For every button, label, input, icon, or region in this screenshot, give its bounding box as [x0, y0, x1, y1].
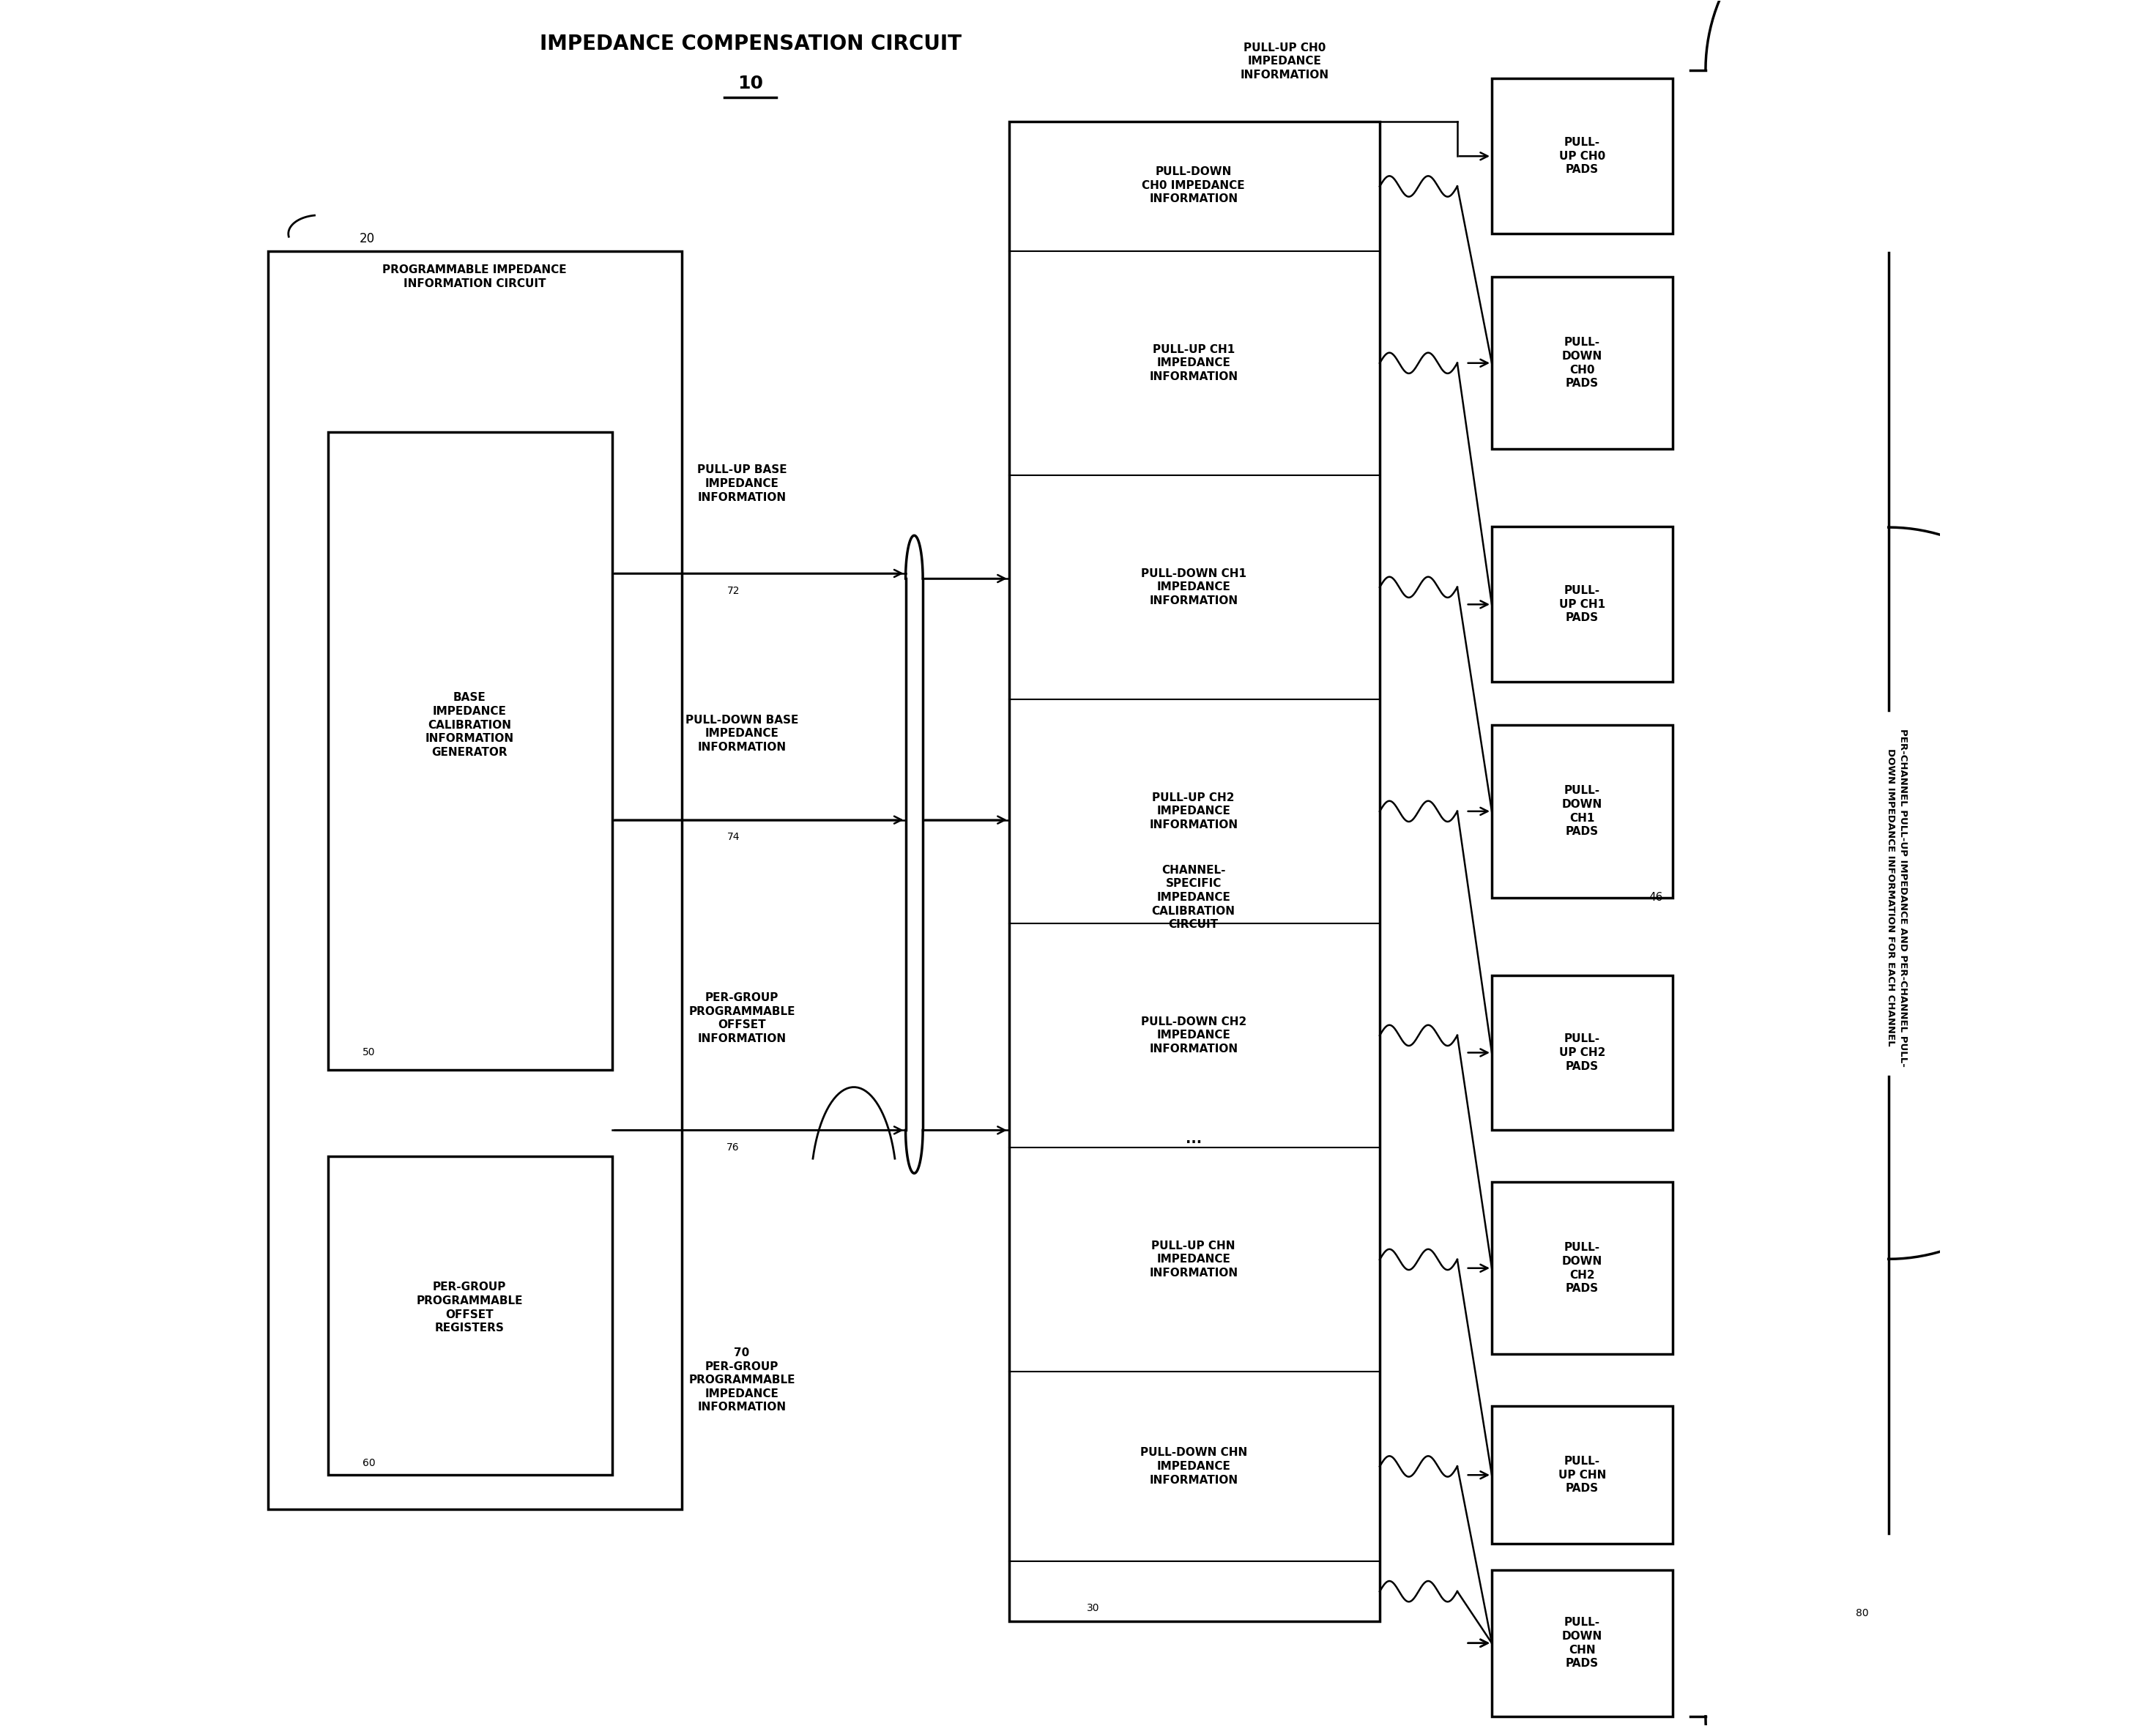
Text: PULL-DOWN CH1
IMPEDANCE
INFORMATION: PULL-DOWN CH1 IMPEDANCE INFORMATION	[1141, 568, 1246, 606]
Text: PULL-
DOWN
CH0
PADS: PULL- DOWN CH0 PADS	[1563, 337, 1602, 388]
Text: PROGRAMMABLE IMPEDANCE
INFORMATION CIRCUIT: PROGRAMMABLE IMPEDANCE INFORMATION CIRCU…	[382, 264, 567, 290]
Text: PULL-UP CH0
IMPEDANCE
INFORMATION: PULL-UP CH0 IMPEDANCE INFORMATION	[1240, 41, 1330, 81]
Text: 46: 46	[1649, 892, 1662, 903]
Bar	[1492, 276, 1673, 449]
Text: PER-GROUP
PROGRAMMABLE
OFFSET
REGISTERS: PER-GROUP PROGRAMMABLE OFFSET REGISTERS	[416, 1282, 522, 1334]
Bar	[1492, 975, 1673, 1131]
Bar	[1492, 526, 1673, 682]
Bar	[1492, 725, 1673, 898]
Bar	[1492, 1571, 1673, 1716]
Text: PER-CHANNEL PULL-UP IMPEDANCE AND PER-CHANNEL PULL-
DOWN IMPEDANCE INFORMATION F: PER-CHANNEL PULL-UP IMPEDANCE AND PER-CH…	[1886, 728, 1908, 1067]
Bar	[328, 1156, 612, 1476]
Text: IMPEDANCE COMPENSATION CIRCUIT: IMPEDANCE COMPENSATION CIRCUIT	[539, 35, 962, 54]
Text: PULL-DOWN CH2
IMPEDANCE
INFORMATION: PULL-DOWN CH2 IMPEDANCE INFORMATION	[1141, 1017, 1246, 1055]
Text: PULL-
UP CHN
PADS: PULL- UP CHN PADS	[1559, 1457, 1606, 1495]
Text: PULL-DOWN CHN
IMPEDANCE
INFORMATION: PULL-DOWN CHN IMPEDANCE INFORMATION	[1141, 1448, 1246, 1486]
Text: PULL-UP BASE
IMPEDANCE
INFORMATION: PULL-UP BASE IMPEDANCE INFORMATION	[696, 464, 787, 502]
Text: 76: 76	[727, 1143, 740, 1153]
Text: PULL-
UP CH1
PADS: PULL- UP CH1 PADS	[1559, 585, 1606, 623]
Text: ...: ...	[1186, 1132, 1201, 1146]
Text: 20: 20	[360, 233, 375, 245]
Text: PULL-DOWN
CH0 IMPEDANCE
INFORMATION: PULL-DOWN CH0 IMPEDANCE INFORMATION	[1143, 166, 1244, 205]
Text: 80: 80	[1856, 1609, 1869, 1617]
Text: PER-GROUP
PROGRAMMABLE
OFFSET
INFORMATION: PER-GROUP PROGRAMMABLE OFFSET INFORMATIO…	[688, 992, 796, 1044]
Text: PULL-DOWN BASE
IMPEDANCE
INFORMATION: PULL-DOWN BASE IMPEDANCE INFORMATION	[686, 715, 798, 753]
Text: CHANNEL-
SPECIFIC
IMPEDANCE
CALIBRATION
CIRCUIT: CHANNEL- SPECIFIC IMPEDANCE CALIBRATION …	[1151, 865, 1235, 930]
Bar	[267, 250, 681, 1510]
Text: PULL-
DOWN
CH1
PADS: PULL- DOWN CH1 PADS	[1563, 785, 1602, 837]
Text: 10: 10	[737, 74, 763, 93]
Bar	[1009, 123, 1380, 1621]
Text: PULL-
UP CH2
PADS: PULL- UP CH2 PADS	[1559, 1034, 1606, 1072]
Text: PULL-UP CHN
IMPEDANCE
INFORMATION: PULL-UP CHN IMPEDANCE INFORMATION	[1149, 1241, 1238, 1279]
Text: PULL-UP CH1
IMPEDANCE
INFORMATION: PULL-UP CH1 IMPEDANCE INFORMATION	[1149, 343, 1238, 381]
Text: 60: 60	[362, 1458, 375, 1469]
Text: PULL-
UP CH0
PADS: PULL- UP CH0 PADS	[1559, 136, 1606, 176]
Text: 30: 30	[1087, 1603, 1100, 1612]
Text: 74: 74	[727, 832, 740, 842]
Text: PULL-
DOWN
CHN
PADS: PULL- DOWN CHN PADS	[1563, 1617, 1602, 1669]
Text: BASE
IMPEDANCE
CALIBRATION
INFORMATION
GENERATOR: BASE IMPEDANCE CALIBRATION INFORMATION G…	[425, 692, 513, 758]
Bar	[1492, 1182, 1673, 1355]
Text: 50: 50	[362, 1048, 375, 1058]
Bar	[328, 432, 612, 1070]
Text: PULL-UP CH2
IMPEDANCE
INFORMATION: PULL-UP CH2 IMPEDANCE INFORMATION	[1149, 792, 1238, 830]
Bar	[1492, 1407, 1673, 1545]
Text: PULL-
DOWN
CH2
PADS: PULL- DOWN CH2 PADS	[1563, 1243, 1602, 1294]
Text: 72: 72	[727, 585, 740, 595]
Bar	[1492, 79, 1673, 233]
Text: 70
PER-GROUP
PROGRAMMABLE
IMPEDANCE
INFORMATION: 70 PER-GROUP PROGRAMMABLE IMPEDANCE INFO…	[688, 1348, 796, 1414]
